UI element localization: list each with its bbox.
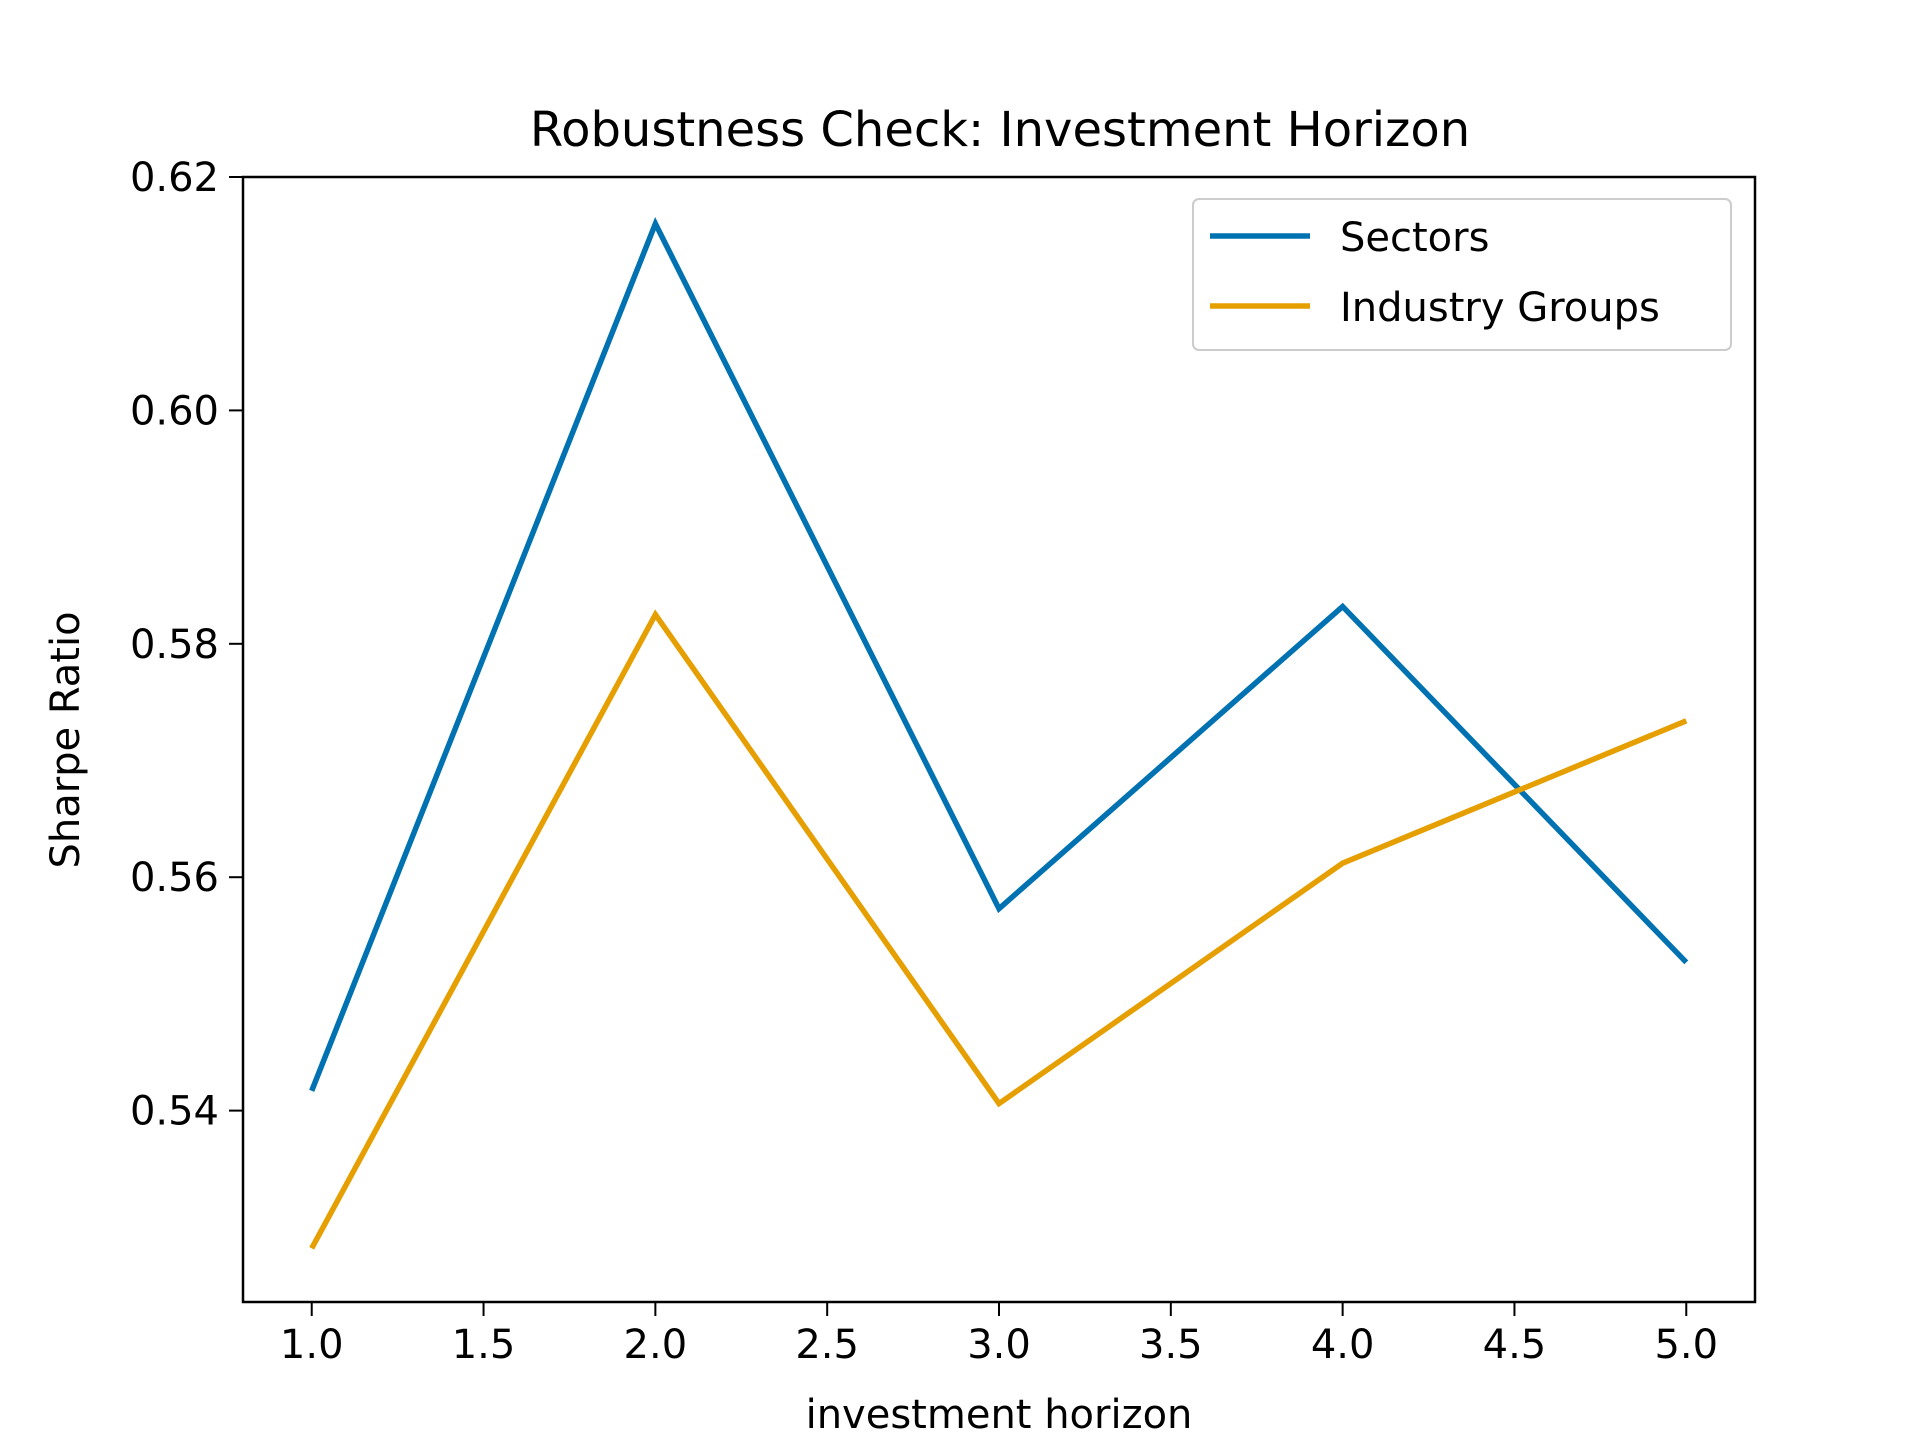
y-axis-label: Sharpe Ratio <box>43 611 89 868</box>
y-axis-ticks: 0.54 0.56 0.58 0.60 0.62 <box>130 155 243 1135</box>
series-line-sectors <box>309 216 1689 1092</box>
series-line-industry-groups <box>309 609 1688 1250</box>
legend: Sectors Industry Groups <box>1192 198 1732 351</box>
legend-label-sectors: Sectors <box>1340 215 1489 261</box>
x-tick-label: 2.0 <box>624 1322 688 1368</box>
y-tick-label: 0.58 <box>130 622 219 668</box>
chart-title: Robustness Check: Investment Horizon <box>530 102 1470 158</box>
x-tick-label: 1.0 <box>280 1322 344 1368</box>
x-tick-label: 3.0 <box>967 1322 1031 1368</box>
y-tick-label: 0.54 <box>130 1089 219 1135</box>
x-tick-label: 5.0 <box>1654 1322 1718 1368</box>
x-tick-label: 4.5 <box>1483 1322 1547 1368</box>
series-layer <box>309 216 1689 1250</box>
x-axis-label: investment horizon <box>806 1392 1193 1438</box>
x-tick-label: 2.5 <box>795 1322 859 1368</box>
y-tick-label: 0.60 <box>130 388 219 434</box>
x-axis-ticks: 1.0 1.5 2.0 2.5 3.0 3.5 4.0 4.5 5.0 <box>280 1302 1718 1368</box>
y-tick-label: 0.62 <box>130 155 219 201</box>
x-tick-label: 3.5 <box>1139 1322 1203 1368</box>
legend-label-industry-groups: Industry Groups <box>1340 285 1660 331</box>
x-tick-label: 4.0 <box>1311 1322 1375 1368</box>
legend-frame <box>1192 198 1732 351</box>
y-tick-label: 0.56 <box>130 855 219 901</box>
x-tick-label: 1.5 <box>452 1322 516 1368</box>
